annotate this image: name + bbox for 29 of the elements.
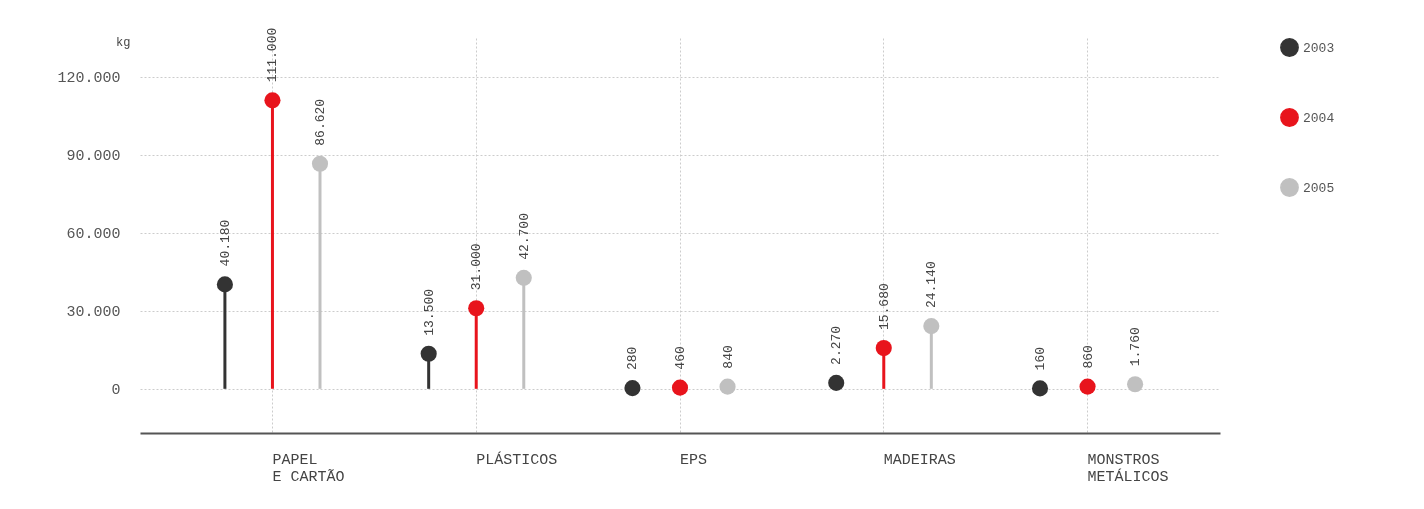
x-tick-label: MONSTROS METÁLICOS xyxy=(1087,451,1169,486)
y-tick-label: 0 xyxy=(111,382,121,400)
data-label: 42.700 xyxy=(516,213,532,260)
legend-label: 2004 xyxy=(1303,110,1335,126)
data-label: 2.270 xyxy=(829,325,845,365)
x-tick-label: MADEIRAS xyxy=(883,451,956,469)
legend-label: 2003 xyxy=(1303,40,1335,56)
y-tick-label: 60.000 xyxy=(66,226,121,244)
data-label: 13.500 xyxy=(421,288,437,336)
data-label: 24.140 xyxy=(924,261,940,309)
data-label: 860 xyxy=(1080,345,1096,369)
x-tick-label: EPS xyxy=(680,451,708,469)
legend-label: 2005 xyxy=(1303,180,1335,196)
x-tick-label: PAPEL E CARTÃO xyxy=(272,451,345,486)
y-tick-label: 30.000 xyxy=(66,304,121,322)
y-tick-label: 90.000 xyxy=(66,148,121,166)
data-label: 111.000 xyxy=(265,27,281,83)
data-label: 460 xyxy=(673,346,688,370)
data-label: 15.680 xyxy=(876,283,892,331)
data-label: 31.000 xyxy=(469,243,485,291)
data-label: 280 xyxy=(625,346,641,371)
data-label: 160 xyxy=(1033,347,1048,371)
x-tick-label: PLÁSTICOS xyxy=(476,450,558,469)
data-label: 40.180 xyxy=(217,219,233,267)
data-label: 1.760 xyxy=(1128,327,1144,367)
data-label: 86.620 xyxy=(313,98,328,146)
data-label: 840 xyxy=(720,345,736,369)
y-axis-title: kg xyxy=(116,35,131,50)
y-tick-label: 120.000 xyxy=(57,70,121,88)
